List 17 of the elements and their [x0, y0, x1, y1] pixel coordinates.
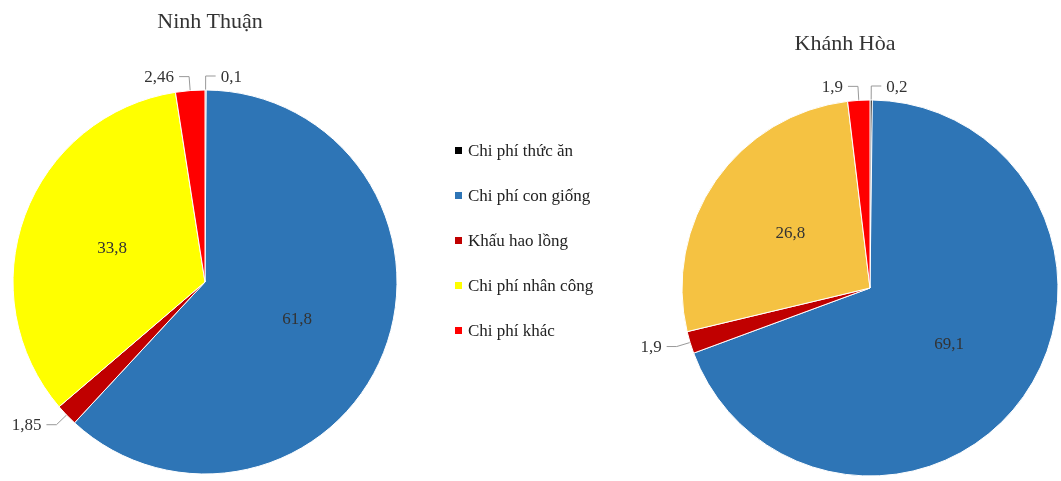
- data-label: 0,1: [220, 66, 242, 86]
- data-label: 61,8: [282, 308, 312, 328]
- data-label: 69,1: [934, 334, 965, 354]
- legend-label: Khấu hao lồng: [468, 231, 569, 250]
- data-label: 1,9: [821, 76, 843, 96]
- data-label: 0,2: [886, 76, 908, 96]
- chart-title: Ninh Thuận: [157, 7, 263, 33]
- chart-title: Khánh Hòa: [794, 29, 896, 55]
- legend-label: Chi phí thức ăn: [468, 141, 574, 160]
- legend-label: Chi phí khác: [468, 321, 556, 340]
- data-label: 33,8: [97, 238, 128, 258]
- legend-label: Chi phí con giống: [468, 186, 591, 205]
- legend-label: Chi phí nhân công: [468, 276, 594, 295]
- data-label: 26,8: [775, 223, 806, 243]
- data-label: 1,85: [11, 415, 42, 435]
- data-label: 1,9: [640, 337, 662, 357]
- data-label: 2,46: [144, 67, 175, 87]
